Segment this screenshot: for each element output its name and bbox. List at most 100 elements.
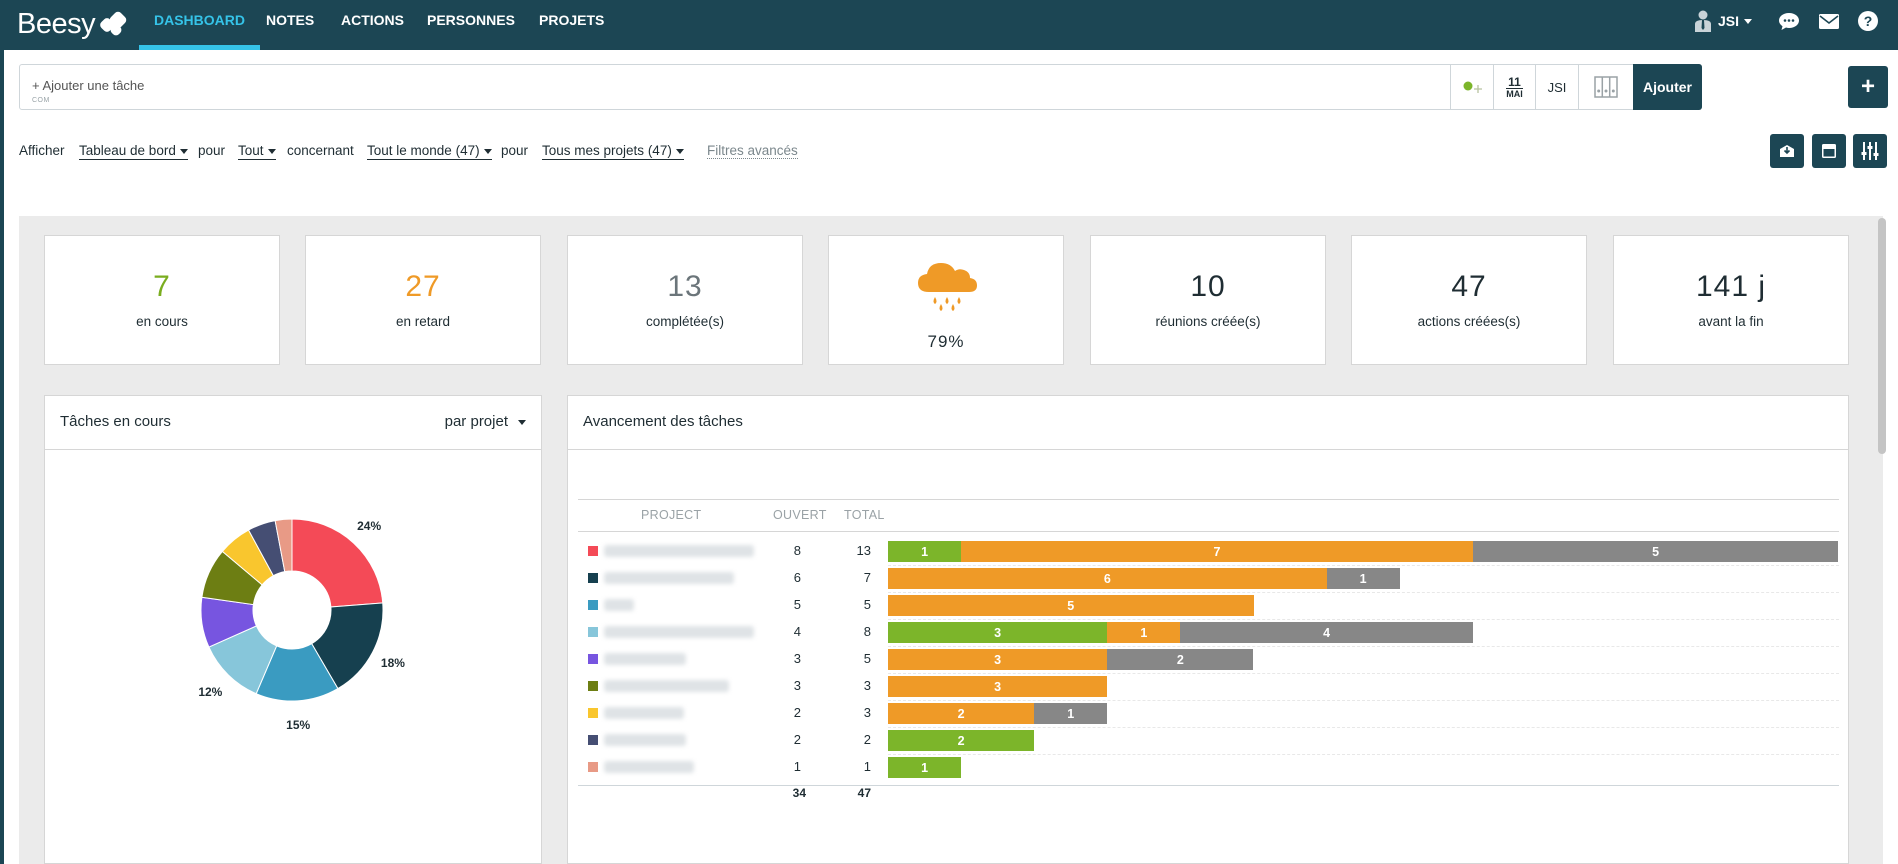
group-by-dropdown[interactable]: par projet xyxy=(445,413,526,430)
scope-dropdown[interactable]: Tout xyxy=(238,143,276,160)
export-box-icon[interactable] xyxy=(1770,134,1804,168)
project-color-swatch xyxy=(588,762,598,772)
user-initials: JSI xyxy=(1718,13,1740,29)
panel-title: Tâches en cours xyxy=(60,413,171,430)
progress-bar-segment[interactable]: 1 xyxy=(888,541,962,562)
beesy-logo[interactable]: Beesy xyxy=(17,6,131,42)
progress-bar-segment[interactable]: 6 xyxy=(888,568,1327,589)
progress-bar-segment[interactable]: 3 xyxy=(888,676,1108,697)
stat-label: actions créées(s) xyxy=(1417,314,1521,329)
pie-slice-label: 24% xyxy=(357,518,382,533)
rain-cloud-icon xyxy=(918,263,977,311)
add-task-button[interactable]: Ajouter xyxy=(1633,64,1702,110)
project-name-redacted xyxy=(604,626,754,638)
total-count: 5 xyxy=(863,597,871,612)
progress-bar-segment[interactable]: 1 xyxy=(1107,622,1181,643)
total-count: 3 xyxy=(863,705,871,720)
filter-afficher-label: Afficher xyxy=(19,143,65,158)
row-divider xyxy=(888,565,1839,566)
chevron-down-icon xyxy=(1744,18,1753,24)
people-dropdown[interactable]: Tout le monde (47) xyxy=(367,143,492,160)
total-count: 8 xyxy=(863,624,871,639)
project-color-swatch xyxy=(588,708,598,718)
project-name-redacted xyxy=(604,707,684,719)
settings-sliders-icon[interactable] xyxy=(1853,134,1887,168)
open-count: 5 xyxy=(793,597,801,612)
stat-card-completed[interactable]: 13 complétée(s) xyxy=(567,235,803,365)
view-dropdown-label: Tableau de bord xyxy=(79,143,176,158)
progress-bar-segment[interactable]: 5 xyxy=(1472,541,1839,562)
stat-label: réunions créée(s) xyxy=(1155,314,1261,329)
stat-label: en cours xyxy=(136,314,188,329)
nav-actions[interactable]: ACTIONS xyxy=(341,12,404,28)
col-header-total: TOTAL xyxy=(844,508,885,522)
board-columns-icon[interactable] xyxy=(1578,65,1633,109)
svg-text:?: ? xyxy=(1864,13,1873,29)
progress-bar-segment[interactable]: 2 xyxy=(888,730,1035,751)
progress-bar-segment[interactable]: 3 xyxy=(888,622,1108,643)
progress-bar-segment[interactable]: 4 xyxy=(1180,622,1473,643)
stat-card-actions[interactable]: 47 actions créées(s) xyxy=(1351,235,1587,365)
stat-label: en retard xyxy=(395,314,451,329)
pie-slice-label: 15% xyxy=(286,717,311,732)
scope-dropdown-label: Tout xyxy=(238,143,264,158)
stat-value: 47 xyxy=(1451,270,1487,303)
progress-bar-segment[interactable]: 1 xyxy=(888,757,962,778)
stat-card-meetings[interactable]: 10 réunions créée(s) xyxy=(1090,235,1326,365)
nav-projets[interactable]: PROJETS xyxy=(539,12,605,28)
assignee-picker[interactable]: JSI xyxy=(1535,65,1578,109)
project-name-redacted xyxy=(604,572,734,584)
weather-percent: 79% xyxy=(927,332,965,351)
user-menu[interactable]: JSI xyxy=(1694,8,1753,34)
open-count: 8 xyxy=(793,543,801,558)
stat-label: complétée(s) xyxy=(645,314,725,329)
progress-bar-segment[interactable]: 1 xyxy=(1326,568,1400,589)
new-item-button[interactable]: + xyxy=(1848,66,1888,108)
progress-bar-segment[interactable]: 1 xyxy=(1034,703,1108,724)
stat-card-in-progress[interactable]: 7 en cours xyxy=(44,235,280,365)
dashboard-scrollbar[interactable] xyxy=(1878,218,1886,454)
stat-card-days-left[interactable]: 141 j avant la fin xyxy=(1613,235,1849,365)
project-color-swatch xyxy=(588,627,598,637)
total-open: 34 xyxy=(792,786,806,800)
layout-card-icon[interactable] xyxy=(1812,134,1846,168)
due-date-picker[interactable]: 11 MAI xyxy=(1493,65,1535,109)
priority-dot-icon[interactable] xyxy=(1450,65,1493,109)
advanced-filters-link[interactable]: Filtres avancés xyxy=(707,143,798,159)
pie-slice[interactable] xyxy=(274,518,293,573)
stat-card-late[interactable]: 27 en retard xyxy=(305,235,541,365)
progress-bar-segment[interactable]: 5 xyxy=(888,595,1254,616)
progress-bar-segment[interactable]: 2 xyxy=(888,703,1035,724)
caret-down-icon xyxy=(267,148,276,154)
due-date-day: 11 xyxy=(1508,74,1521,89)
stat-card-weather[interactable]: 79% xyxy=(828,235,1064,365)
project-color-swatch xyxy=(588,735,598,745)
user-avatar-icon xyxy=(1695,10,1711,32)
row-divider xyxy=(888,727,1839,728)
open-count: 1 xyxy=(793,759,801,774)
pie-slice[interactable] xyxy=(291,518,384,608)
project-name-redacted xyxy=(604,680,729,692)
projects-dropdown[interactable]: Tous mes projets (47) xyxy=(542,143,684,160)
open-count: 4 xyxy=(793,624,801,639)
open-count: 3 xyxy=(793,678,801,693)
mail-icon[interactable] xyxy=(1818,8,1840,34)
progress-bar-segment[interactable]: 2 xyxy=(1107,649,1254,670)
total-count: 2 xyxy=(863,732,871,747)
total-count: 5 xyxy=(863,651,871,666)
task-input[interactable]: + Ajouter une tâche xyxy=(32,78,145,93)
nav-personnes[interactable]: PERSONNES xyxy=(427,12,515,28)
progress-bar-segment[interactable]: 3 xyxy=(888,649,1108,670)
open-count: 3 xyxy=(793,651,801,666)
progress-bar-segment[interactable]: 7 xyxy=(961,541,1473,562)
open-count: 2 xyxy=(793,732,801,747)
task-input-bar: + Ajouter une tâche COM 11 MAI JSI xyxy=(19,64,1702,110)
chat-icon[interactable] xyxy=(1778,8,1800,34)
total-count: 1 xyxy=(863,759,871,774)
nav-dashboard[interactable]: DASHBOARD xyxy=(139,0,260,50)
view-dropdown[interactable]: Tableau de bord xyxy=(79,143,188,160)
help-icon[interactable]: ? xyxy=(1857,8,1879,34)
nav-notes[interactable]: NOTES xyxy=(266,12,315,28)
open-count: 6 xyxy=(793,570,801,585)
row-divider xyxy=(888,700,1839,701)
